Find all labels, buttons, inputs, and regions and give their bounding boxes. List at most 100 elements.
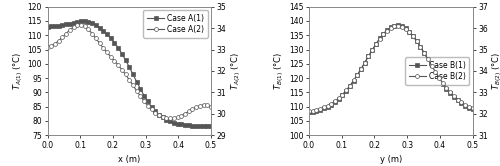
Case A(2) — [89, 33, 95, 35]
Case B(1) — [373, 43, 379, 45]
Case A(1) — [74, 21, 80, 23]
Y-axis label: $T_{A(2)}$ (°C): $T_{A(2)}$ (°C) — [229, 52, 243, 90]
Case B(2) — [350, 80, 356, 82]
Case A(2) — [104, 51, 110, 53]
Case A(1) — [104, 33, 110, 35]
Case B(1) — [444, 87, 450, 89]
Case A(1) — [63, 23, 69, 25]
Case B(2) — [362, 62, 368, 64]
Case B(1) — [310, 111, 316, 113]
Case A(2) — [208, 106, 214, 108]
Case B(2) — [332, 100, 338, 102]
Case A(1) — [93, 24, 99, 26]
Case B(2) — [314, 109, 320, 111]
Case A(1) — [160, 116, 166, 118]
Case B(2) — [399, 26, 405, 28]
Case A(1) — [56, 25, 62, 27]
Y-axis label: $T_{A(1)}$ (°C): $T_{A(1)}$ (°C) — [11, 52, 24, 90]
Case A(1) — [141, 94, 147, 96]
Case B(1) — [321, 107, 327, 109]
Case B(1) — [358, 68, 364, 70]
Case B(1) — [440, 83, 446, 84]
Case B(1) — [380, 33, 386, 35]
Case B(2) — [428, 65, 434, 67]
Case A(2) — [56, 40, 62, 42]
Case A(1) — [190, 125, 196, 127]
Case A(1) — [82, 20, 87, 22]
Case A(2) — [63, 33, 69, 35]
Case B(2) — [454, 99, 460, 101]
Case B(2) — [432, 71, 438, 73]
Case B(2) — [470, 107, 476, 109]
Case B(2) — [317, 108, 323, 110]
Case A(1) — [86, 21, 91, 23]
Case B(2) — [458, 101, 464, 103]
Case B(1) — [436, 77, 442, 79]
Case B(2) — [410, 35, 416, 37]
Case B(1) — [388, 26, 394, 28]
Case B(1) — [466, 107, 472, 109]
Line: Case A(2): Case A(2) — [46, 23, 213, 120]
Case B(2) — [466, 106, 472, 108]
Case B(1) — [314, 110, 320, 112]
Case A(2) — [130, 84, 136, 86]
Case B(1) — [350, 80, 356, 82]
Case A(2) — [86, 28, 91, 30]
Case A(2) — [156, 114, 162, 116]
Case B(1) — [447, 92, 453, 94]
Case B(2) — [366, 55, 372, 57]
Case A(2) — [48, 45, 54, 47]
Case B(2) — [447, 91, 453, 93]
Case A(2) — [190, 108, 196, 110]
Case A(2) — [74, 24, 80, 26]
Case B(1) — [454, 99, 460, 101]
Case B(1) — [428, 65, 434, 67]
Case B(1) — [324, 106, 330, 108]
Case A(2) — [182, 113, 188, 115]
Case A(1) — [174, 123, 180, 125]
Case A(1) — [112, 42, 117, 44]
Case A(2) — [197, 105, 203, 107]
Case A(2) — [115, 64, 121, 66]
Case A(1) — [134, 81, 140, 83]
Case A(2) — [141, 100, 147, 102]
Case A(2) — [200, 104, 206, 106]
Case A(2) — [119, 69, 125, 71]
Case B(2) — [436, 77, 442, 79]
Case A(1) — [152, 110, 158, 112]
Case B(1) — [414, 40, 420, 42]
Legend: Case B(1), Case B(2): Case B(1), Case B(2) — [405, 57, 469, 85]
Case B(2) — [369, 49, 375, 51]
Case A(1) — [126, 66, 132, 68]
Case B(2) — [418, 46, 424, 48]
Case A(1) — [115, 47, 121, 49]
Case B(2) — [340, 93, 345, 95]
Case A(2) — [138, 95, 143, 97]
Case A(2) — [171, 117, 177, 119]
Case A(2) — [186, 111, 192, 113]
Case B(1) — [395, 24, 401, 26]
Case A(1) — [52, 25, 58, 27]
Case B(1) — [347, 85, 353, 87]
Case A(1) — [119, 52, 125, 54]
Case A(1) — [208, 125, 214, 127]
Case A(2) — [178, 115, 184, 117]
Case B(2) — [321, 106, 327, 108]
Case B(1) — [451, 96, 457, 98]
Case A(1) — [171, 122, 177, 124]
Case A(1) — [122, 59, 128, 61]
Case A(2) — [160, 116, 166, 118]
X-axis label: y (m): y (m) — [380, 155, 402, 164]
Case A(2) — [52, 43, 58, 45]
Case B(1) — [425, 58, 431, 60]
Case B(2) — [343, 89, 349, 91]
Case A(1) — [186, 124, 192, 126]
Case A(2) — [167, 117, 173, 119]
Case B(1) — [354, 74, 360, 76]
Case A(1) — [60, 24, 66, 26]
Case B(1) — [369, 49, 375, 51]
Case B(1) — [332, 101, 338, 103]
Case A(2) — [108, 56, 114, 58]
Case B(1) — [402, 27, 408, 29]
Case B(2) — [402, 28, 408, 30]
